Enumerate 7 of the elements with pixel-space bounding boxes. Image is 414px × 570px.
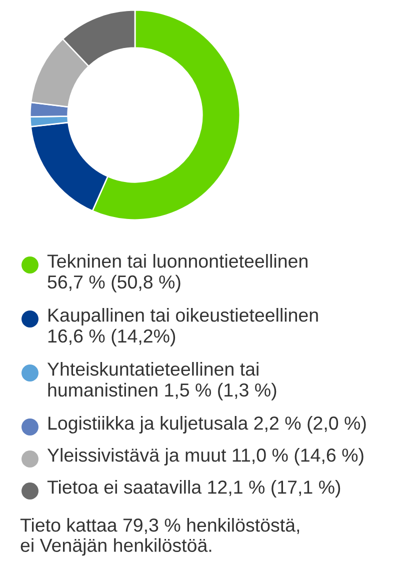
legend-label: Kaupallinen tai oikeustieteellinen 16,6 % (14,2%) <box>48 308 318 346</box>
legend-label: Tekninen tai luonnontieteellinen 56,7 % (50,8 %) <box>47 254 308 292</box>
legend-label: Tietoa ei saatavilla 12,1 % (17,1 %) <box>47 480 340 498</box>
legend-label: Yhteiskuntatieteellinen tai humanistinen 1,5 % (1,3 %) <box>47 362 276 400</box>
legend-label: Yleissivistävä ja muut 11,0 % (14,6 %) <box>47 448 364 466</box>
legend-label: Logistiikka ja kuljetusala 2,2 % (2,0 %) <box>48 416 366 434</box>
text: Tieto kattaa 79,3 % henkilöstöstä, ei Venäjän henkilöstöä. <box>20 518 300 556</box>
